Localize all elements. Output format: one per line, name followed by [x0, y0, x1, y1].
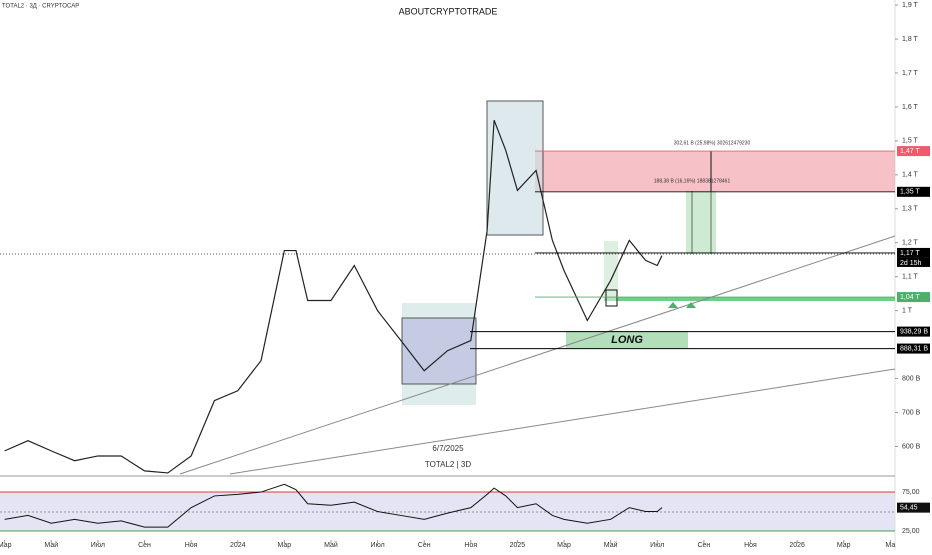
measure-area	[686, 191, 716, 254]
range-box	[401, 317, 477, 385]
y-tick-label: 1,3 T	[902, 206, 919, 213]
y-tick-label: 1,8 T	[902, 36, 919, 43]
x-tick-label: 2026	[789, 542, 805, 549]
level-tag	[897, 146, 930, 157]
x-tick-label: Ноя	[464, 542, 477, 549]
x-tick-label: Мар	[0, 542, 12, 549]
level-label: 1,17 T	[900, 250, 920, 257]
top-box	[486, 100, 544, 236]
long-label: LONG	[611, 334, 643, 346]
x-tick-label: Ноя	[185, 542, 198, 549]
rsi-tick-label: 25,00	[902, 528, 920, 535]
x-tick-label: Сен	[697, 542, 710, 549]
rsi-line	[4, 483, 663, 528]
y-tick-label: 1,2 T	[902, 240, 919, 247]
y-tick-label: 600 B	[902, 443, 921, 450]
trendline	[179, 235, 896, 475]
arrow	[668, 302, 696, 308]
rsi-last: 54,45	[900, 504, 918, 511]
y-tick-label: 800 B	[902, 375, 921, 382]
x-tick-label: Июл	[650, 542, 664, 549]
level-tag	[897, 257, 930, 267]
x-tick-label: 2025	[510, 542, 526, 549]
x-tick-label: Мар	[837, 542, 851, 549]
symbol: TOTAL2 · 3Д · CRYPTOCAP	[2, 4, 79, 10]
level-tag	[897, 292, 930, 303]
level-tag	[897, 186, 930, 197]
x-tick-label: Май	[44, 541, 58, 549]
y-tick-label: 700 B	[902, 409, 921, 416]
level-tag	[897, 343, 930, 354]
date: 6/7/2025	[432, 444, 464, 453]
rsi-tick-label: 75,00	[902, 489, 920, 496]
level-tag	[897, 326, 930, 337]
y-tick-label: 1,1 T	[902, 274, 919, 281]
price-line	[4, 119, 663, 474]
x-tick-label: Ма	[885, 542, 895, 549]
y-tick-label: 1 T	[902, 307, 913, 314]
y-tick-label: 1,4 T	[902, 172, 919, 179]
level-label: 938,29 B	[900, 328, 928, 335]
x-tick-label: 2024	[230, 542, 246, 549]
x-tick-label: Июл	[370, 542, 384, 549]
measure-label: 188,38 B (16,16%) 188381278461	[654, 178, 731, 184]
y-tick-label: 1,9 T	[902, 2, 919, 9]
level-label: 1,04 T	[900, 294, 920, 301]
x-tick-label: Сен	[138, 542, 151, 549]
trendline	[229, 368, 896, 475]
x-tick-label: Сен	[418, 542, 431, 549]
resistance-zone	[535, 151, 895, 191]
countdown: 2d 15h	[900, 260, 922, 267]
y-tick-label: 1,6 T	[902, 104, 919, 111]
x-tick-label: Мар	[557, 542, 571, 549]
x-tick-label: Май	[324, 541, 338, 549]
author: ABOUTCRYPTOTRADE	[399, 6, 498, 16]
y-tick-label: 1,5 T	[902, 138, 919, 145]
level-label: 888,31 B	[900, 345, 928, 352]
level-tag	[897, 247, 930, 258]
y-tick-label: 1,7 T	[902, 70, 919, 77]
small-box	[605, 289, 618, 307]
level-label: 1,47 T	[900, 148, 920, 155]
level-label: 1,35 T	[900, 189, 920, 196]
x-tick-label: Ноя	[744, 542, 757, 549]
watermark: TOTAL2 | 3D	[425, 460, 471, 469]
rsi-tag	[897, 502, 930, 513]
x-tick-label: Май	[604, 541, 618, 549]
support-band	[604, 297, 895, 301]
x-tick-label: Мар	[277, 542, 291, 549]
x-tick-label: Июл	[91, 542, 105, 549]
measure-label: 302,61 B (25,98%) 302612479230	[674, 140, 751, 146]
